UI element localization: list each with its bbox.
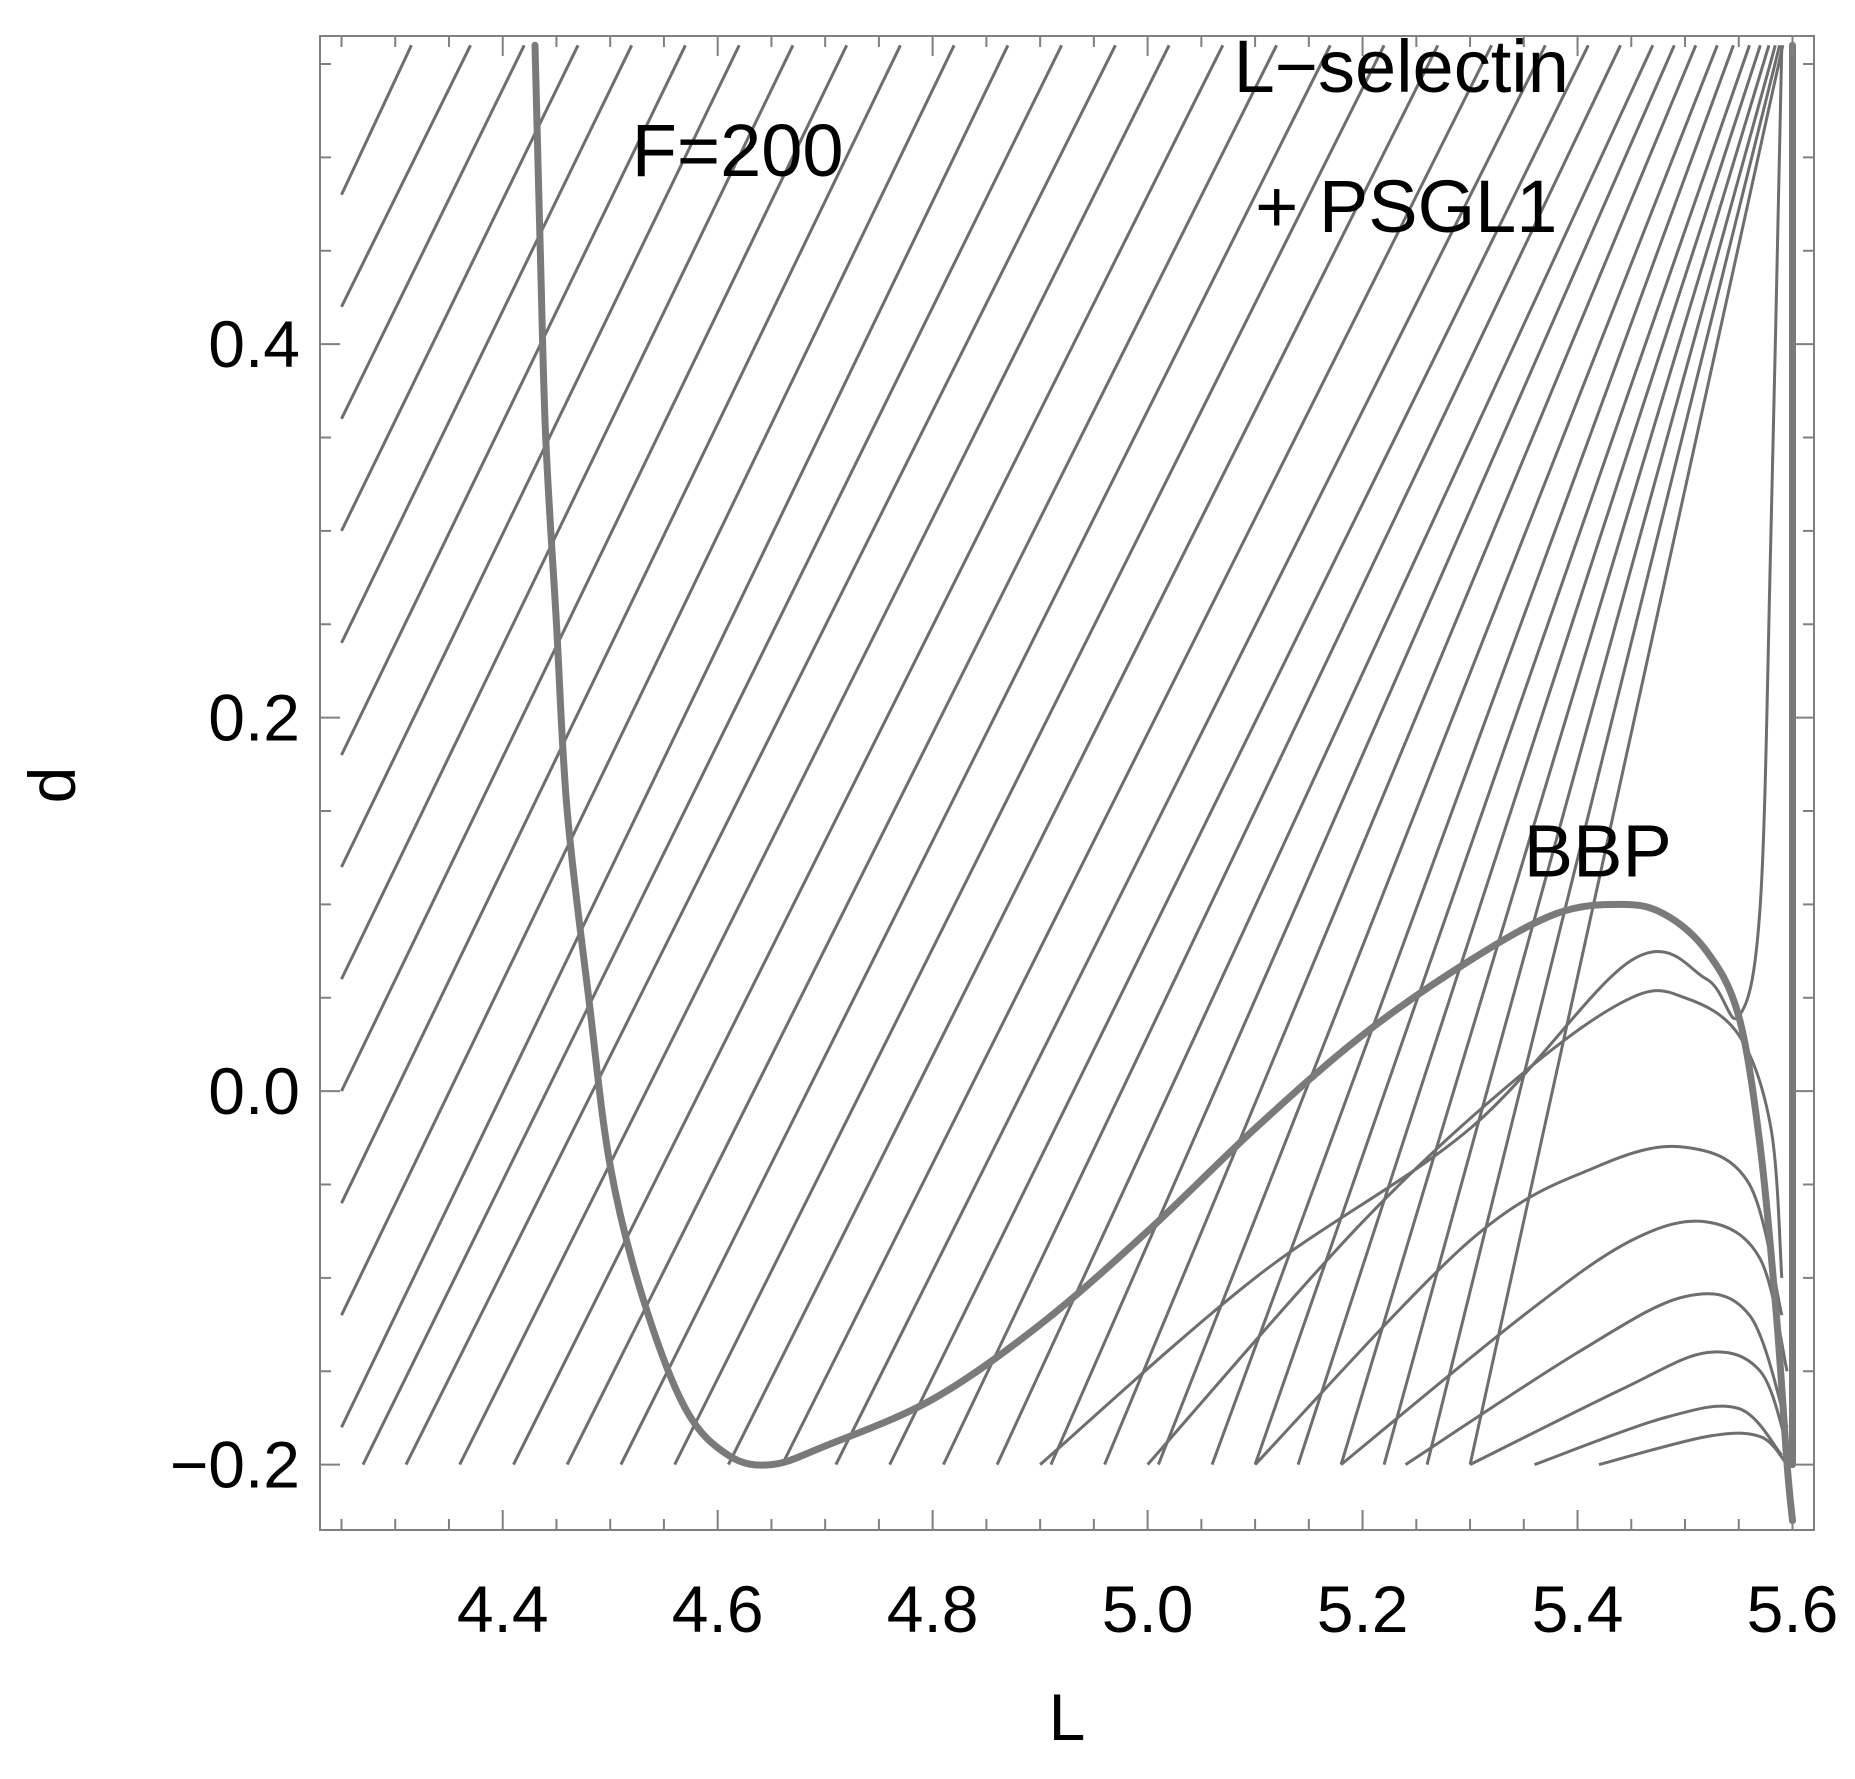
stream-line-31 xyxy=(1296,44,1762,1466)
stream-line-32 xyxy=(1339,44,1771,1466)
stream-lines xyxy=(340,44,1789,1467)
x-tick-label: 5.6 xyxy=(1747,1572,1839,1646)
x-tick-label: 5.0 xyxy=(1102,1572,1194,1646)
annotation-1: F=200 xyxy=(632,109,844,192)
stream-line-6 xyxy=(340,44,687,756)
stream-line-38 xyxy=(1254,1144,1784,1466)
stream-line-25 xyxy=(995,44,1655,1466)
x-tick-label: 4.4 xyxy=(457,1572,549,1646)
plot-frame xyxy=(319,35,1815,1531)
stream-line-10 xyxy=(340,44,902,1204)
stream-line-30 xyxy=(1253,44,1751,1466)
stream-line-9 xyxy=(340,44,849,1092)
annotation-2: L−selectin xyxy=(1234,25,1569,108)
stream-line-5 xyxy=(340,44,634,644)
stream-line-21 xyxy=(780,44,1493,1466)
stream-line-16 xyxy=(512,44,1225,1466)
stream-line-22 xyxy=(834,44,1547,1466)
stream-line-14 xyxy=(404,44,1117,1466)
axis-ticks xyxy=(320,36,1814,1530)
bbp-curves xyxy=(531,41,1796,1525)
stream-line-23 xyxy=(888,44,1590,1466)
stream-line-35 xyxy=(1468,44,1785,1465)
x-axis-label: L xyxy=(1049,1680,1086,1754)
stream-line-40 xyxy=(1404,1292,1789,1466)
x-tick-label: 4.6 xyxy=(672,1572,764,1646)
x-tick-label: 5.4 xyxy=(1532,1572,1624,1646)
stream-line-17 xyxy=(565,44,1278,1466)
bbp-curve-1 xyxy=(531,41,1796,1525)
stream-line-7 xyxy=(340,44,741,868)
stream-line-1 xyxy=(340,44,413,196)
stream-line-2 xyxy=(340,44,472,308)
annotation-3: + PSGL1 xyxy=(1255,165,1557,248)
stream-line-39 xyxy=(1340,1219,1789,1466)
stream-line-24 xyxy=(942,44,1622,1466)
stream-line-12 xyxy=(340,44,1010,1428)
stream-line-13 xyxy=(361,44,1063,1466)
stream-line-15 xyxy=(458,44,1171,1466)
x-tick-label: 5.2 xyxy=(1317,1572,1409,1646)
stream-line-41 xyxy=(1469,1350,1789,1466)
y-tick-label: 0.0 xyxy=(208,1054,300,1128)
stream-line-20 xyxy=(727,44,1440,1466)
x-tick-label: 4.8 xyxy=(887,1572,979,1646)
stream-line-37 xyxy=(1146,989,1784,1466)
stream-line-18 xyxy=(619,44,1332,1466)
stream-line-27 xyxy=(1103,44,1698,1466)
stream-line-29 xyxy=(1210,44,1735,1466)
annotation-4: BBP xyxy=(1524,809,1672,892)
stream-line-3 xyxy=(340,44,526,420)
y-tick-label: 0.4 xyxy=(208,307,300,381)
stream-line-19 xyxy=(673,44,1386,1466)
stream-line-33 xyxy=(1382,44,1777,1465)
stream-line-43 xyxy=(1598,1431,1789,1467)
stream-line-8 xyxy=(340,44,795,980)
y-tick-label: −0.2 xyxy=(170,1428,300,1502)
stream-line-42 xyxy=(1533,1404,1783,1467)
stream-line-28 xyxy=(1157,44,1719,1466)
stream-line-36 xyxy=(1039,45,1784,1466)
stream-line-11 xyxy=(340,44,956,1316)
tick-labels: 4.4 4.6 4.8 5.0 5.2 5.4 5.6 −0.2 0.0 0.2 0.4 xyxy=(170,307,1839,1646)
y-axis-label: d xyxy=(15,767,89,804)
annotations: F=200 L−selectin + PSGL1 BBP xyxy=(632,25,1672,892)
y-tick-label: 0.2 xyxy=(208,681,300,755)
